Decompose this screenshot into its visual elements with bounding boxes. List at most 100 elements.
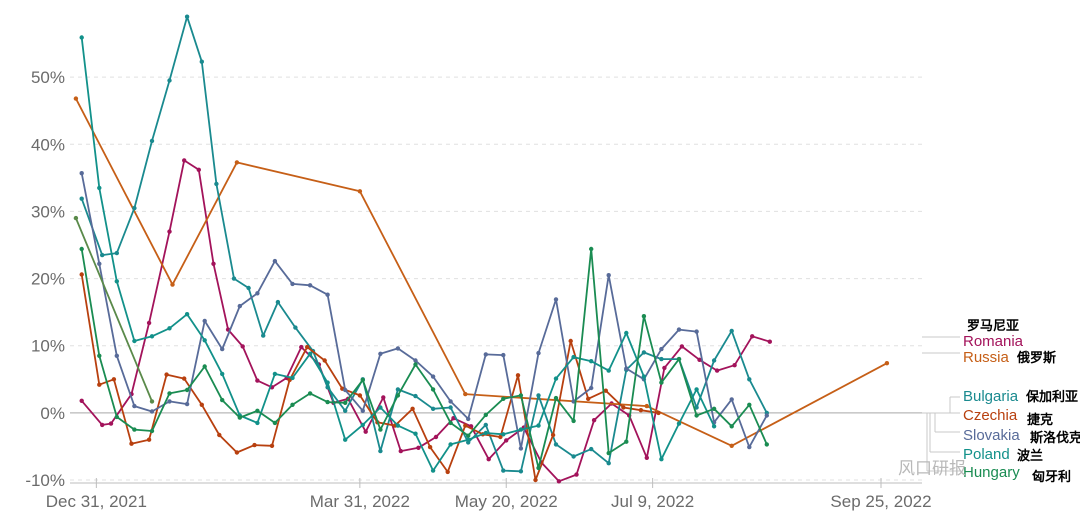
data-point-bulgaria: [395, 387, 401, 392]
data-point-hungary: [167, 391, 172, 396]
data-point-poland: [448, 442, 453, 447]
data-point-bulgaria: [729, 328, 734, 334]
data-point-slovakia: [430, 374, 436, 379]
x-axis: Dec 31, 2021 Mar 31, 2022 May 20, 2022 Jul …: [46, 478, 932, 511]
data-point-slovakia: [378, 351, 383, 356]
data-point-slovakia: [255, 291, 260, 296]
data-point-bulgaria: [167, 78, 172, 83]
data-point-czechia: [603, 388, 608, 393]
watermark-text: 风口研报: [898, 459, 966, 479]
data-point-bulgaria: [711, 358, 717, 363]
data-point-czechia: [445, 469, 450, 475]
data-point-bulgaria: [293, 325, 298, 330]
data-point-russia: [644, 403, 649, 409]
legend-label-romania: Romania: [963, 333, 1024, 350]
data-point-slovakia: [589, 385, 594, 391]
data-point-hungary: [466, 433, 471, 438]
data-point-hungary: [694, 413, 699, 418]
data-point-czechia: [463, 423, 468, 428]
data-point-slovakia: [184, 401, 190, 407]
data-point-czechia: [97, 382, 102, 387]
data-point-bulgaria: [413, 393, 418, 399]
data-point-hungary: [97, 353, 102, 358]
data-point-romania: [108, 421, 114, 426]
data-point-slovakia: [764, 413, 769, 418]
data-point-poland: [395, 423, 401, 428]
data-point-poland: [272, 371, 278, 377]
data-point-hungary: [729, 424, 734, 429]
data-point-romania: [182, 158, 187, 163]
data-point-slovakia: [237, 303, 242, 309]
data-point-bulgaria: [536, 393, 541, 398]
data-point-poland: [413, 431, 418, 436]
legend-label-hungary: Hungary: [963, 464, 1020, 481]
data-point-hungary: [307, 391, 313, 396]
data-point-romania: [196, 167, 201, 172]
data-point-poland: [641, 374, 647, 379]
data-point-czechia: [586, 396, 591, 401]
data-point-hungary: [676, 356, 682, 362]
data-point-bulgaria: [275, 299, 281, 305]
data-point-hungary: [589, 246, 594, 252]
legend-label-cn-czechia: 捷克: [1027, 412, 1053, 428]
data-point-poland: [589, 359, 594, 364]
data-point-russia: [73, 96, 79, 101]
data-point-bulgaria: [571, 454, 576, 459]
data-point-romania: [363, 429, 368, 434]
legend-label-cn-hungary: 匈牙利: [1032, 469, 1071, 485]
data-point-hungary: [202, 364, 207, 369]
data-point-hungary: [378, 427, 383, 432]
data-point-hungary: [413, 362, 418, 367]
data-point-slovakia: [518, 446, 524, 451]
data-point-poland: [114, 279, 120, 284]
data-point-czechia: [427, 444, 433, 450]
legend-label-czechia: Czechia: [963, 407, 1018, 424]
data-point-romania: [416, 445, 421, 450]
data-point-hungary: [237, 415, 242, 420]
data-point-poland: [220, 371, 225, 377]
series-line-russia: [75, 98, 888, 447]
data-point-hungary: [536, 465, 541, 471]
legend-label-cn-romania: 罗马尼亚: [967, 319, 1019, 334]
data-point-hungary: [132, 427, 137, 432]
data-point-slovakia: [553, 297, 559, 302]
data-point-bulgaria: [149, 138, 155, 144]
data-point-bulgaria: [378, 448, 383, 454]
x-tick-label: May 20, 2022: [455, 492, 558, 511]
y-tick-label: 10%: [31, 337, 65, 356]
data-point-russia: [170, 282, 175, 287]
data-point-hungary: [747, 402, 752, 407]
data-point-bulgaria: [518, 469, 524, 474]
data-point-poland: [466, 437, 471, 442]
data-point-czechia: [357, 393, 363, 398]
data-point-czechia: [164, 372, 169, 377]
data-point-poland: [501, 432, 506, 437]
data-point-hungary: [184, 387, 190, 393]
series-line-czechia: [80, 274, 659, 481]
data-point-slovakia: [483, 352, 488, 357]
data-point-slovakia: [413, 358, 418, 363]
data-point-slovakia: [79, 171, 84, 176]
series-line-hungary: [80, 248, 768, 469]
data-point-czechia: [199, 402, 204, 407]
data-point-slovakia: [220, 346, 225, 352]
data-point-hungary: [255, 408, 260, 413]
data-point-bulgaria: [132, 205, 137, 211]
data-point-poland: [676, 421, 682, 426]
legend-label-bulgaria: Bulgaria: [963, 388, 1019, 405]
data-point-czechia: [568, 338, 573, 344]
data-point-bulgaria: [747, 377, 752, 382]
series-line-unlabeled: [75, 217, 153, 402]
data-point-poland: [307, 351, 313, 356]
data-point-bulgaria: [430, 406, 436, 411]
data-point-bulgaria: [694, 405, 699, 410]
data-point-czechia: [550, 432, 556, 438]
data-point-unlabeled: [73, 215, 79, 221]
data-point-slovakia: [606, 273, 611, 278]
data-point-poland: [97, 185, 102, 191]
grid-lines: [70, 76, 922, 481]
series-lines: [73, 14, 890, 484]
data-point-slovakia: [132, 403, 137, 409]
y-tick-label: 40%: [31, 135, 65, 154]
